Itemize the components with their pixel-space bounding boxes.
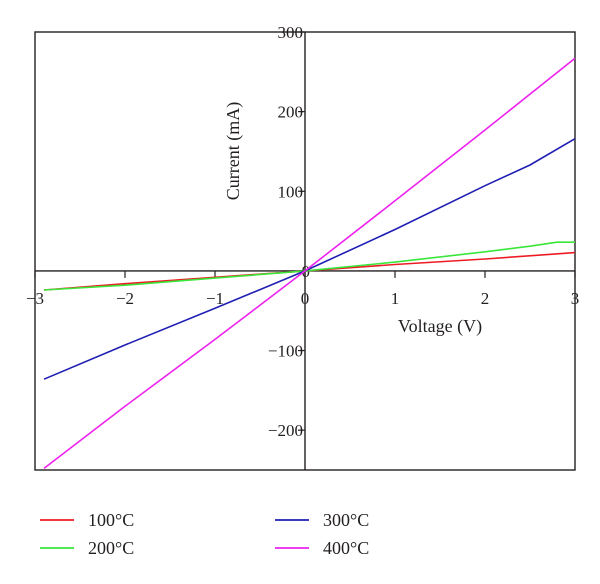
legend-label: 300°C [323,510,369,530]
y-tick-label: −200 [268,421,303,440]
legend: 100°C 200°C 300°C 400°C [40,510,369,558]
x-tick-label: 1 [391,289,400,308]
legend-label: 200°C [88,538,134,558]
y-tick-label: 100 [278,182,304,201]
x-tick-group: −3 −2 −1 0 1 2 3 [26,270,580,308]
series-line-400c [43,57,576,470]
x-tick-label: −1 [206,289,224,308]
x-tick-label: 3 [571,289,580,308]
y-tick-group: 0 −200 −100 100 200 300 [268,23,310,440]
series-line-200c [43,241,575,291]
y-tick-label: −100 [268,342,303,361]
x-axis-title: Voltage (V) [398,316,482,337]
legend-label: 100°C [88,510,134,530]
legend-label: 400°C [323,538,369,558]
series-group [43,57,576,470]
x-tick-label: −3 [26,289,44,308]
y-axis-title: Current (mA) [223,102,244,200]
x-tick-label: 2 [481,289,490,308]
x-tick-label: 0 [301,289,310,308]
y-tick-label: 200 [278,103,304,122]
y-tick-label: 300 [278,23,304,42]
x-tick-label: −2 [116,289,134,308]
series-line-300c [43,138,576,380]
